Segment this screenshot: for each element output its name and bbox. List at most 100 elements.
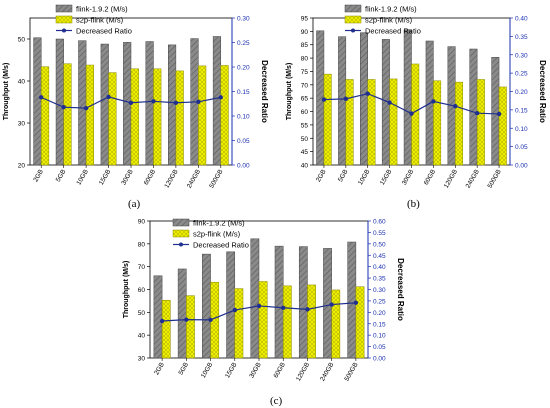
legend-swatch-s2p (172, 229, 190, 238)
x-tick-label: 60GB (143, 169, 157, 187)
x-tick-label: 15GB (379, 169, 393, 187)
legend-label-ratio: Decreased Ratio (76, 27, 132, 36)
x-tick-label: 60GB (273, 362, 287, 380)
ratio-point (409, 111, 414, 116)
bar-s2p (345, 79, 354, 166)
ratio-point (305, 307, 310, 312)
chart-panel-1: 40 45 50 55 60 65 70 75 80 85 90 95 0.00 0.05 0.10 0.15… (286, 5, 547, 190)
bar-s2p (389, 78, 398, 166)
x-tick-label: 30GB (120, 169, 134, 187)
x-tick-label: 240GB (465, 169, 481, 190)
bar-s2p (220, 65, 229, 166)
chart-panel-0: 20 30 40 50 0.00 0.05 0.10 0.15 0.20 0.25 0.30 Thro… (3, 5, 269, 190)
bar-s2p (355, 286, 365, 359)
y2-tick-label: 0.00 (237, 163, 250, 170)
y-axis-label: Throughput (M/s) (123, 261, 130, 319)
y-tick-label: 80 (138, 241, 146, 248)
legend: flink-1.9.2 (M/s) s2p-flink (M/s) Decrease… (344, 5, 421, 36)
ratio-point (232, 307, 237, 313)
y2-tick-label: 0.40 (373, 264, 386, 271)
legend-label-flink: flink-1.9.2 (M/s) (193, 219, 245, 228)
ratio-point (208, 317, 213, 323)
bar-s2p (161, 299, 171, 359)
y2-tick-label: 0.00 (515, 163, 528, 170)
legend-label-flink: flink-1.9.2 (M/s) (76, 5, 128, 14)
legend-swatch-flink (55, 4, 73, 13)
x-tick-label: 120GB (163, 169, 179, 190)
y-tick-label: 45 (301, 149, 309, 156)
ratio-point (474, 110, 480, 116)
legend: flink-1.9.2 (M/s) s2p-flink (M/s) Decrease… (172, 219, 249, 250)
y-tick-label: 40 (301, 163, 309, 170)
ratio-point (256, 303, 262, 309)
ratio-point (61, 104, 66, 110)
y2-tick-label: 0.35 (515, 34, 528, 41)
y2-tick-label: 0.05 (373, 344, 386, 351)
bar-flink (347, 241, 357, 359)
bar-flink (491, 57, 500, 166)
y-axis-label: Throughput (M/s) (286, 63, 293, 121)
bar-s2p (198, 65, 207, 166)
y2-tick-label: 0.00 (373, 356, 386, 363)
y-tick-label: 85 (301, 42, 309, 49)
bar-flink (226, 251, 236, 359)
ratio-point (196, 99, 201, 104)
ratio-point (106, 94, 111, 100)
y2-tick-label: 0.20 (237, 65, 250, 72)
x-tick-label: 30GB (248, 362, 262, 380)
caption-b: (b) (407, 198, 420, 210)
y2-tick-label: 0.25 (237, 40, 250, 47)
ratio-point (321, 97, 327, 102)
y-axis-label: Throughput (M/s) (3, 63, 10, 121)
ratio-point (218, 95, 223, 100)
bar-flink (298, 246, 308, 359)
legend-label-flink: flink-1.9.2 (M/s) (365, 5, 417, 14)
y2-axis-label: Decreased Ratio (538, 60, 547, 123)
ratio-point (431, 99, 436, 104)
bar-flink (100, 43, 109, 166)
y2-tick-label: 0.40 (515, 16, 528, 23)
x-tick-label: 240GB (186, 169, 202, 190)
x-tick-label: 10GB (75, 169, 89, 187)
legend: flink-1.9.2 (M/s) s2p-flink (M/s) Decrease… (55, 4, 132, 36)
ratio-point (83, 105, 89, 111)
legend-label-s2p: s2p-flink (M/s) (193, 230, 241, 239)
bar-flink (153, 275, 163, 359)
y-tick-label: 55 (301, 122, 309, 129)
y-tick-label: 30 (18, 121, 26, 128)
legend-marker-ratio (179, 242, 183, 247)
bar-s2p (323, 73, 332, 166)
ratio-point (343, 96, 349, 102)
y-tick-label: 40 (18, 79, 26, 86)
y-tick-label: 60 (301, 109, 309, 116)
legend-marker-ratio (62, 28, 66, 33)
y2-tick-label: 0.10 (237, 114, 250, 121)
bar-s2p (258, 281, 268, 359)
caption-c: (c) (270, 395, 283, 407)
x-tick-label: 60GB (423, 169, 437, 187)
legend-label-s2p: s2p-flink (M/s) (76, 16, 124, 25)
y-tick-label: 80 (301, 56, 309, 63)
bar-s2p (433, 80, 442, 166)
bar-s2p (331, 289, 341, 359)
y-tick-label: 40 (138, 333, 146, 340)
x-tick-label: 15GB (98, 169, 112, 187)
chart-panel-2: 30 40 50 60 70 80 90 0.00 0.05 0.10 0.15 0.20 0.25 0.… (123, 219, 405, 383)
y2-tick-label: 0.30 (515, 52, 528, 59)
y2-tick-label: 0.05 (515, 144, 528, 151)
x-tick-label: 500GB (208, 169, 224, 190)
legend-label-ratio: Decreased Ratio (193, 241, 249, 250)
x-tick-label: 500GB (343, 362, 359, 383)
ratio-point (128, 100, 134, 105)
y2-tick-label: 0.10 (515, 126, 528, 133)
y-tick-label: 90 (138, 219, 146, 226)
y2-tick-label: 0.30 (373, 287, 386, 294)
bar-s2p (234, 288, 244, 359)
y-tick-label: 95 (301, 16, 309, 23)
bar-flink (338, 36, 347, 166)
x-tick-label: 5GB (337, 169, 350, 184)
ratio-point (184, 317, 189, 322)
x-tick-label: 240GB (319, 362, 335, 383)
x-tick-label: 120GB (295, 362, 311, 383)
